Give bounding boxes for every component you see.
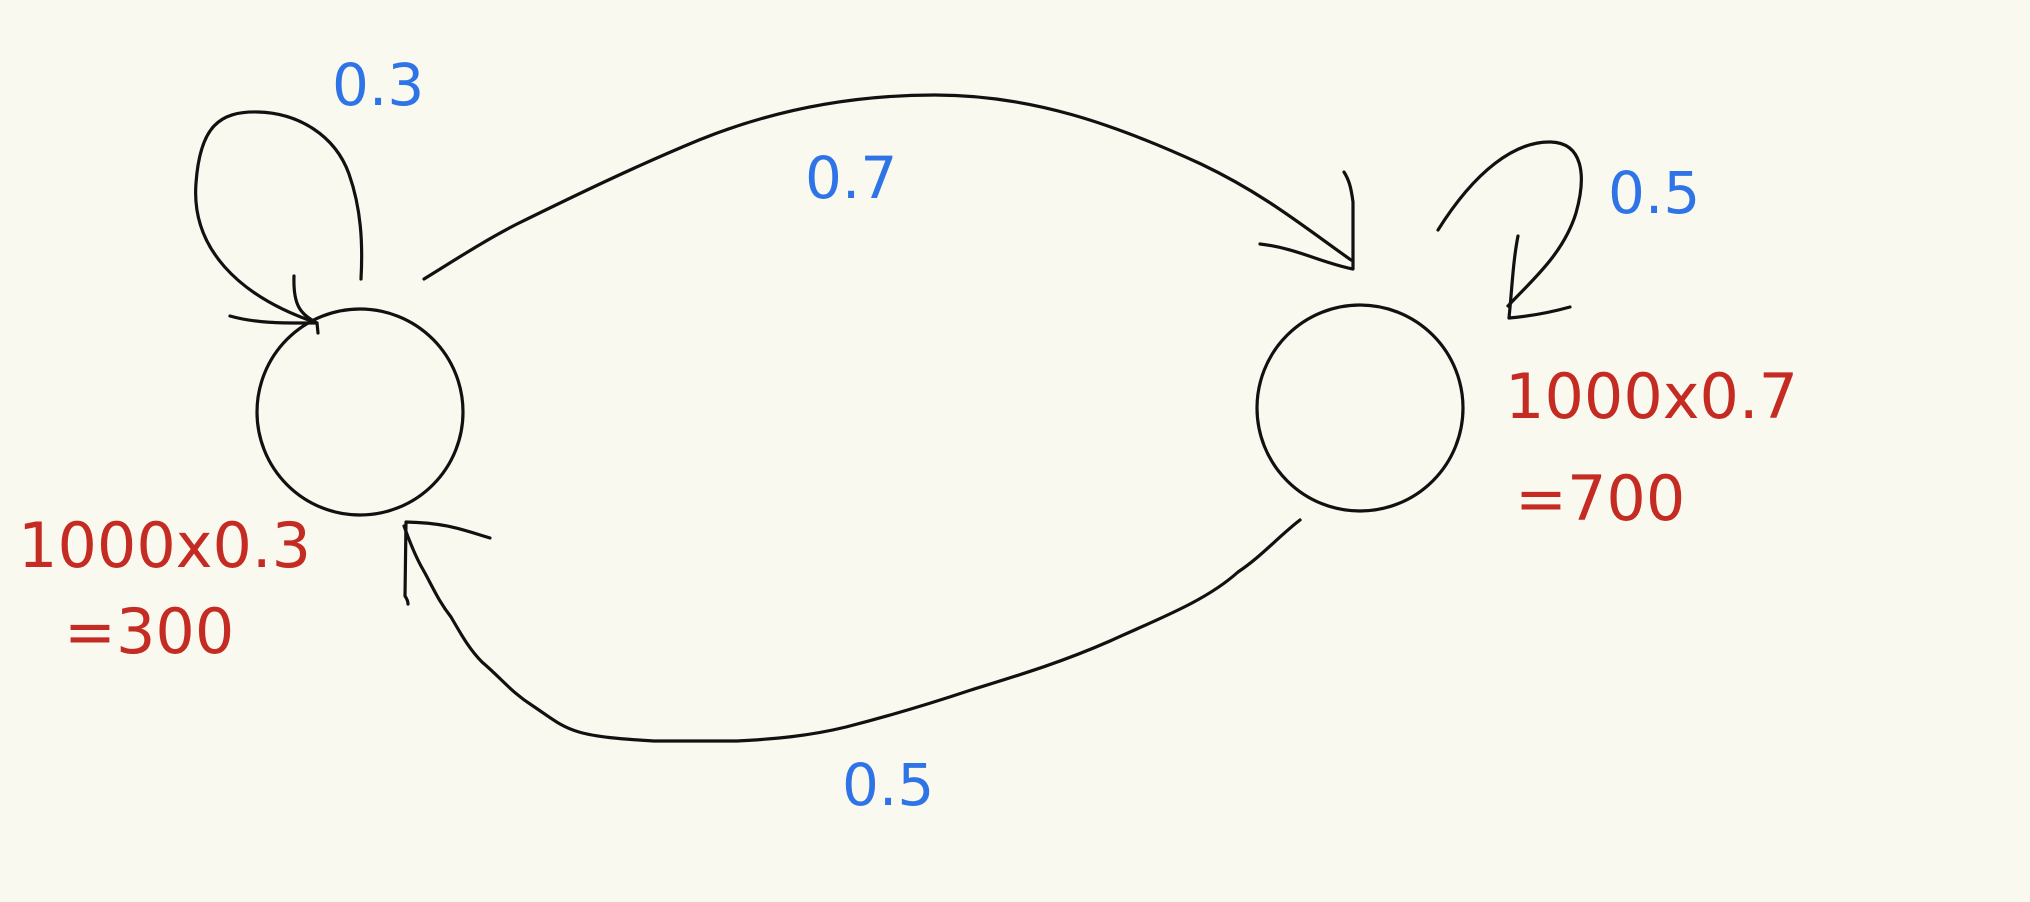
right-state-circle [1255,303,1465,513]
left-calculation-line-2: =300 [64,595,234,668]
right-self-loop-probability: 0.5 [1608,159,1700,227]
right-calculation-line-1: 1000x0.7 [1505,360,1798,433]
left-self-loop-arrowhead [228,274,320,335]
right-self-loop-arrowhead [1507,234,1572,320]
right-to-left-arrow [402,518,1302,743]
right-calculation-line-2: =700 [1515,462,1685,535]
right-to-left-arrowhead [403,520,492,606]
right-self-loop-arrow [1436,140,1583,308]
left-calculation-line-1: 1000x0.3 [18,509,311,582]
left-to-right-arrowhead [1258,170,1355,271]
left-self-loop-probability: 0.3 [332,51,424,119]
left-state-circle [255,307,465,517]
left-self-loop-arrow [194,110,364,325]
left-to-right-probability: 0.7 [805,144,897,212]
right-to-left-probability: 0.5 [842,751,934,819]
left-to-right-arrow [422,93,1353,281]
